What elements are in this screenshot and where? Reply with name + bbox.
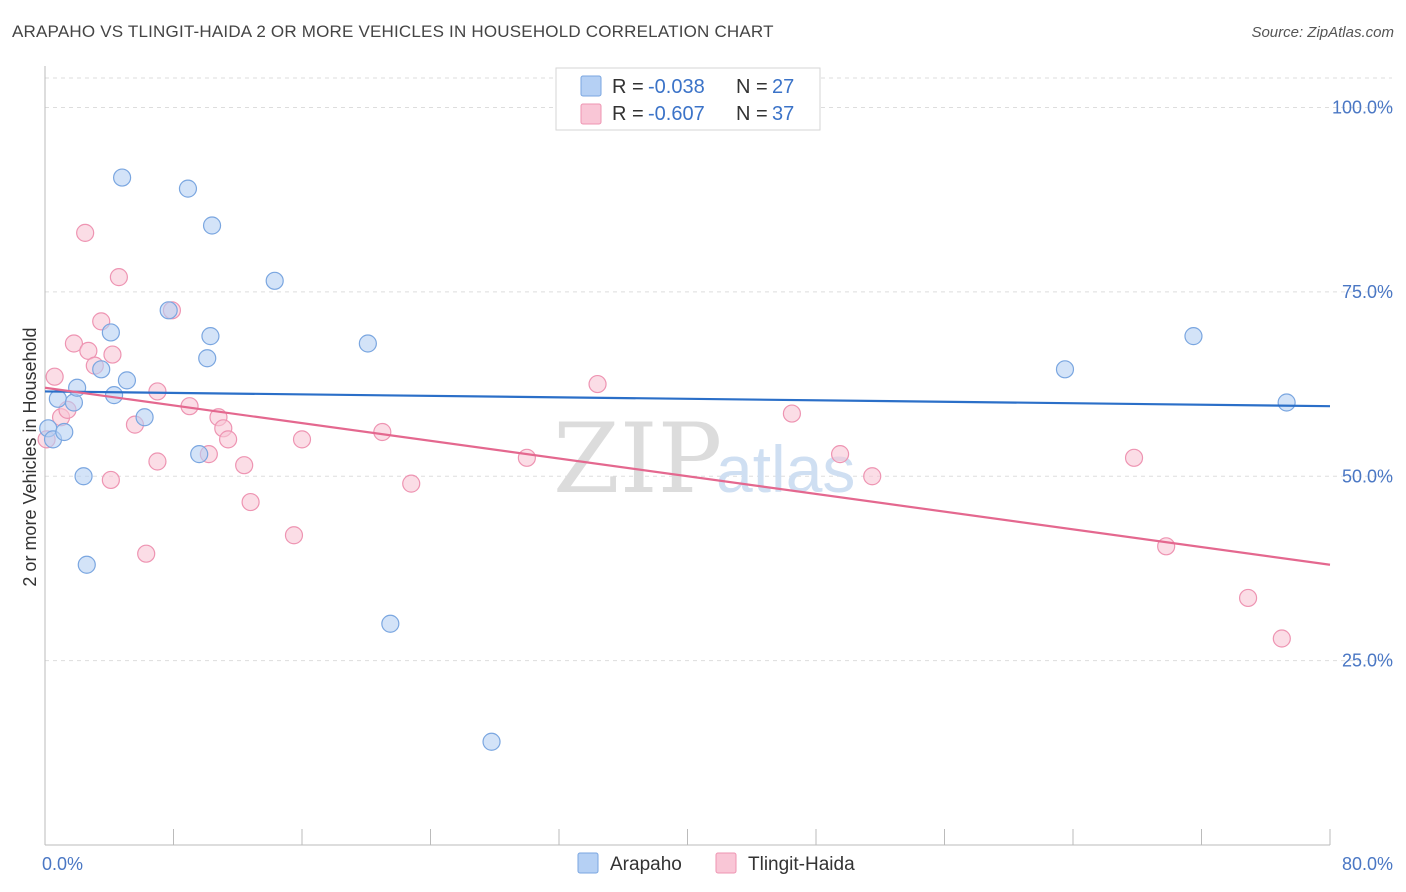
arapaho-point — [77, 555, 96, 574]
legend-r-value-tlingit: -0.607 — [648, 103, 705, 125]
tlingit-haida-point — [45, 367, 64, 386]
bottom-legend-label-tlingit: Tlingit-Haida — [748, 854, 855, 875]
tlingit-haida-point — [588, 374, 607, 394]
arapaho-point — [482, 732, 501, 751]
trend-lines — [44, 386, 1331, 566]
arapaho-point — [198, 349, 217, 368]
arapaho-point — [159, 301, 178, 320]
x-tick-max: 80.0% — [1342, 854, 1393, 874]
arapaho-point — [117, 371, 137, 390]
axes — [44, 66, 1331, 846]
tlingit-haida-point — [402, 474, 421, 493]
watermark: ZIP atlas — [553, 403, 855, 515]
arapaho-point — [202, 216, 222, 235]
tlingit-haida-point — [1272, 629, 1291, 648]
arapaho-point — [1277, 393, 1296, 412]
y-tick-label: 100.0% — [1332, 98, 1393, 118]
watermark-atlas: atlas — [716, 432, 855, 506]
gridlines — [45, 77, 1392, 662]
y-tick-label: 75.0% — [1342, 282, 1393, 302]
arapaho-point — [1055, 360, 1075, 379]
arapaho-point — [381, 614, 400, 633]
arapaho-point — [178, 179, 198, 198]
series-legend: Arapaho Tlingit-Haida — [577, 852, 855, 875]
x-tick-labels: 0.0% 80.0% — [42, 854, 1393, 874]
arapaho-point — [190, 445, 209, 464]
stats-legend: R = -0.038 N = 27 R = -0.607 N = 37 — [555, 67, 821, 131]
arapaho-point — [48, 389, 67, 408]
tlingit-haida-point — [782, 404, 802, 423]
arapaho-point — [358, 334, 377, 353]
arapaho-point — [112, 168, 132, 187]
source-label: Source: ZipAtlas.com — [1251, 24, 1394, 41]
arapaho-point — [74, 467, 93, 486]
legend-r-label-arapaho: R = — [612, 76, 644, 98]
chart-title: ARAPAHO VS TLINGIT-HAIDA 2 OR MORE VEHIC… — [12, 22, 774, 41]
tlingit-haida-point — [148, 452, 167, 471]
tlingit-haida-point — [373, 422, 392, 442]
tlingit-haida-point — [148, 382, 167, 401]
tlingit-haida-point — [109, 268, 128, 287]
tlingit-haida-point — [830, 445, 850, 464]
arapaho-point — [201, 327, 220, 346]
legend-n-value-arapaho: 27 — [772, 76, 794, 98]
legend-swatch-arapaho — [580, 75, 602, 97]
tlingit-haida-point — [137, 544, 156, 563]
tlingit-haida-trend-line — [44, 386, 1331, 566]
arapaho-point — [104, 386, 124, 405]
legend-swatch-tlingit — [580, 103, 602, 125]
bottom-legend-label-arapaho: Arapaho — [610, 854, 682, 875]
tlingit-haida-point — [101, 470, 120, 490]
tlingit-haida-point — [219, 430, 238, 449]
watermark-zip: ZIP — [553, 403, 722, 515]
tlingit-haida-point — [64, 334, 84, 353]
y-tick-labels: 100.0% 75.0% 50.0% 25.0% — [1332, 98, 1393, 671]
arapaho-point — [55, 422, 74, 442]
y-tick-label: 50.0% — [1342, 466, 1393, 486]
x-tick-min: 0.0% — [42, 854, 83, 874]
tlingit-haida-point — [517, 448, 536, 467]
y-axis-title: 2 or more Vehicles in Household — [20, 327, 40, 586]
tlingit-haida-point — [241, 492, 260, 512]
arapaho-point — [64, 393, 84, 412]
arapaho-point — [135, 408, 154, 427]
tlingit-haida-point — [863, 467, 882, 486]
arapaho-point — [101, 323, 120, 342]
legend-n-value-tlingit: 37 — [772, 103, 794, 125]
arapaho-point — [92, 360, 111, 379]
y-tick-label: 25.0% — [1342, 651, 1393, 671]
tlingit-haida-point — [292, 430, 312, 449]
arapaho-trend-line — [44, 390, 1331, 408]
legend-n-label-tlingit: N = — [736, 103, 768, 125]
bottom-legend-swatch-arapaho — [577, 852, 599, 874]
tlingit-haida-point — [1124, 448, 1144, 467]
legend-n-label-arapaho: N = — [736, 76, 768, 98]
bottom-legend-swatch-tlingit — [715, 852, 737, 874]
tlingit-haida-point — [235, 456, 254, 475]
tlingit-haida-point — [103, 345, 122, 364]
tlingit-haida-point — [1238, 588, 1258, 608]
arapaho-point — [1184, 327, 1203, 346]
legend-r-value-arapaho: -0.038 — [648, 76, 705, 98]
legend-r-label-tlingit: R = — [612, 103, 644, 125]
arapaho-point — [265, 271, 284, 290]
tlingit-haida-point — [284, 526, 304, 545]
tlingit-haida-point — [76, 223, 95, 242]
